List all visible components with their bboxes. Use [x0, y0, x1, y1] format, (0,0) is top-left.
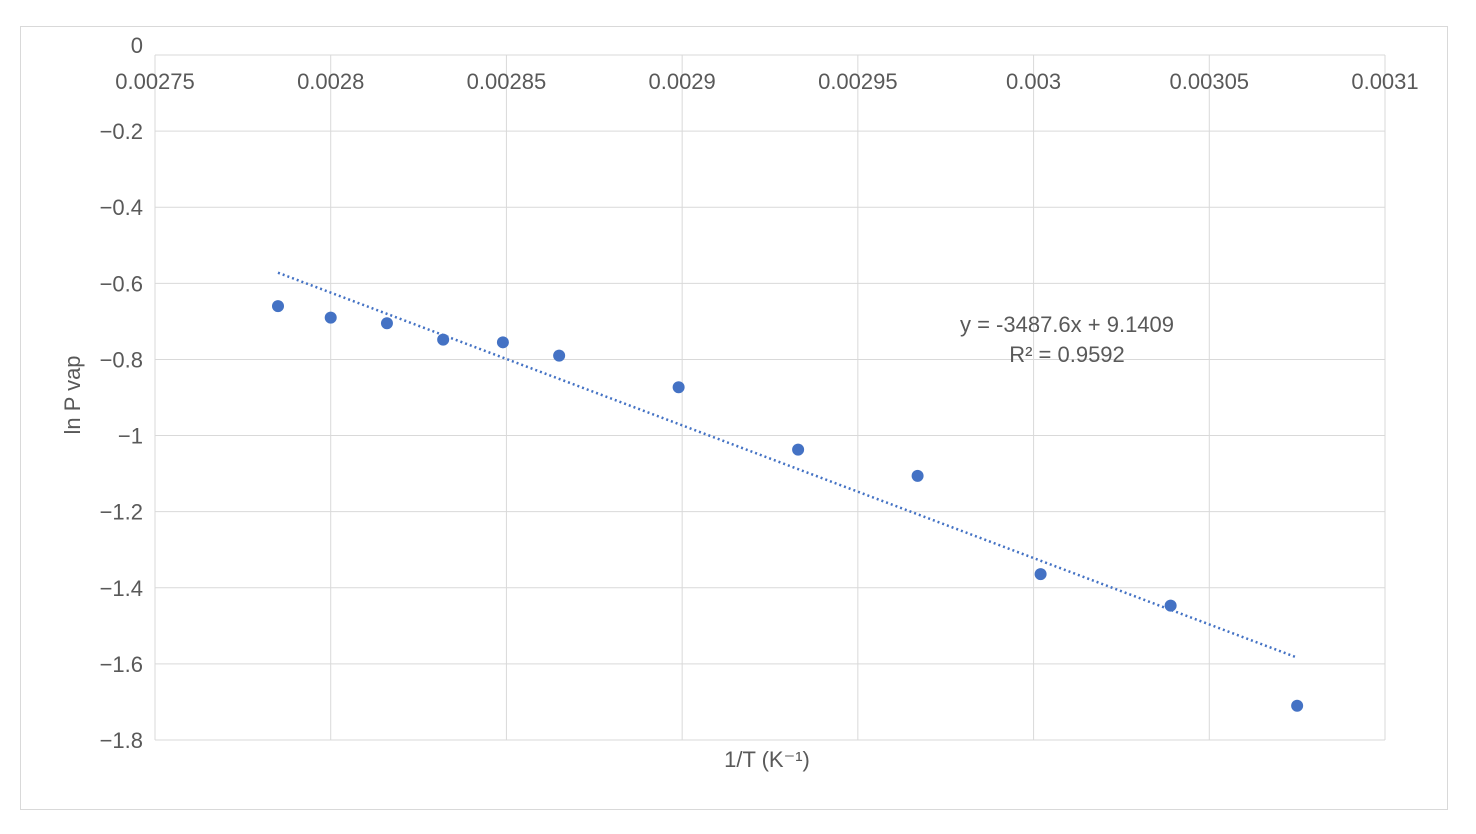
y-tick-label: −1.8: [100, 728, 143, 753]
x-tick-label: 0.00305: [1170, 69, 1250, 94]
data-point: [1291, 699, 1304, 712]
data-points: [272, 300, 1304, 712]
x-tick-label: 0.0028: [297, 69, 364, 94]
y-tick-label: −0.2: [100, 119, 143, 144]
grid-lines: [154, 54, 1386, 741]
y-tick-label: −0.4: [100, 195, 143, 220]
data-point: [437, 333, 450, 346]
x-tick-label: 0.00295: [818, 69, 898, 94]
y-axis-title: ln P vap: [60, 355, 85, 434]
data-point: [792, 443, 805, 456]
data-point: [672, 381, 685, 394]
x-tick-label: 0.0031: [1351, 69, 1418, 94]
x-axis-title: 1/T (K⁻¹): [724, 747, 810, 772]
chart-frame: [20, 26, 1448, 810]
data-point: [496, 336, 509, 349]
x-tick-label: 0.00285: [467, 69, 547, 94]
x-tick-label: 0.0029: [648, 69, 715, 94]
x-tick-label: 0.003: [1006, 69, 1061, 94]
y-tick-label: −1: [118, 424, 143, 449]
y-tick-label: −1.6: [100, 652, 143, 677]
y-tick-label: −0.8: [100, 347, 143, 372]
data-point: [1034, 568, 1047, 581]
data-point: [911, 469, 924, 482]
trendline-equation: y = -3487.6x + 9.1409: [960, 312, 1174, 337]
x-tick-label: 0.00275: [115, 69, 195, 94]
data-point: [272, 300, 284, 313]
y-tick-label: 0: [131, 33, 143, 58]
data-point: [553, 349, 566, 362]
y-tick-label: −1.2: [100, 500, 143, 525]
x-axis-ticks: 0.00275 0.0028 0.00285 0.0029 0.00295 0.003 0.…: [115, 69, 1418, 94]
data-point: [380, 317, 393, 330]
y-axis-ticks: 0 −0.2 −0.4 −0.6 −0.8 −1 −1.2 −1.4 −1.6 −1.8: [100, 33, 143, 753]
data-point: [1164, 599, 1177, 612]
y-tick-label: −1.4: [100, 576, 143, 601]
y-tick-label: −0.6: [100, 271, 143, 296]
data-point: [324, 311, 337, 324]
trendline-r-squared: R² = 0.9592: [1009, 342, 1125, 367]
